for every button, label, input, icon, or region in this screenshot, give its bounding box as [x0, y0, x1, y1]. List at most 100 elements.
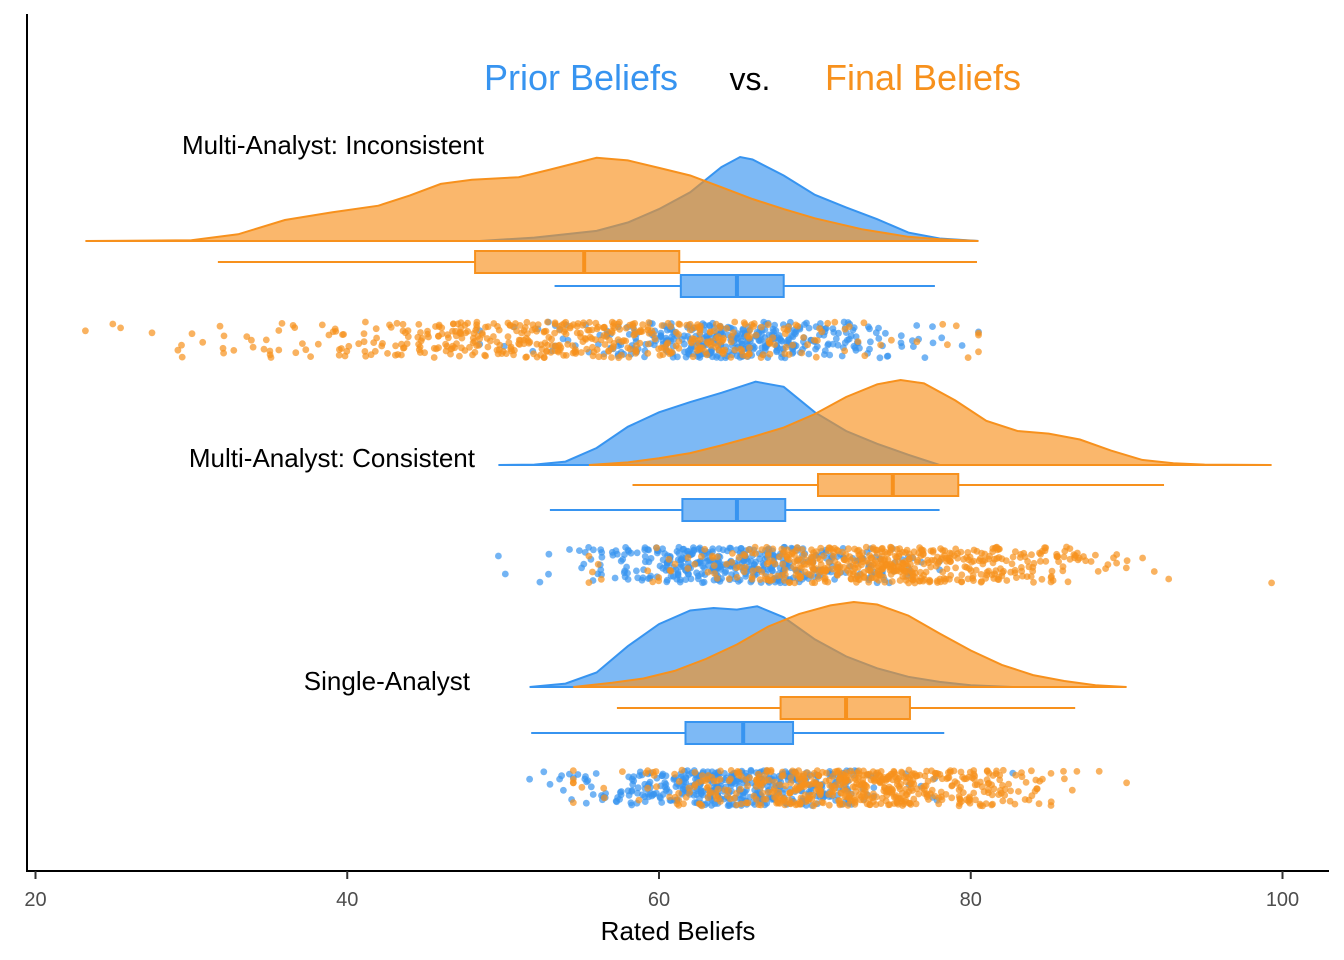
- density-layer: [85, 155, 1272, 688]
- data-point: [983, 767, 991, 775]
- data-point: [880, 787, 888, 795]
- data-point: [216, 322, 224, 330]
- data-point: [1007, 568, 1015, 576]
- data-point: [522, 353, 530, 361]
- data-point: [616, 318, 623, 326]
- data-point: [653, 783, 660, 791]
- data-point: [393, 319, 401, 327]
- data-point: [278, 320, 286, 327]
- data-point: [736, 563, 744, 571]
- data-point: [1092, 551, 1099, 559]
- data-point: [1025, 563, 1033, 571]
- data-point: [644, 350, 652, 357]
- data-point: [649, 768, 657, 776]
- box-iqr: [816, 473, 960, 497]
- data-point: [798, 349, 806, 357]
- data-point: [903, 778, 910, 786]
- data-point: [967, 567, 975, 574]
- data-point: [816, 325, 823, 332]
- data-point: [1066, 555, 1074, 563]
- data-point: [717, 767, 724, 775]
- data-point: [755, 801, 763, 809]
- data-point: [456, 352, 463, 360]
- box-iqr: [474, 250, 681, 274]
- data-point: [574, 771, 582, 778]
- data-point: [636, 772, 643, 779]
- data-point: [693, 791, 700, 798]
- x-tick-label-80: 80: [960, 889, 982, 911]
- data-point: [785, 323, 792, 331]
- data-point: [569, 767, 577, 774]
- data-point: [706, 788, 714, 796]
- data-point: [840, 783, 848, 791]
- data-point: [1139, 554, 1146, 562]
- data-point: [895, 563, 903, 571]
- data-point: [937, 788, 945, 796]
- data-point: [582, 799, 590, 807]
- data-point: [858, 558, 866, 566]
- data-point: [785, 796, 793, 804]
- data-point: [1030, 578, 1037, 586]
- boxplot-prior-consistent: [549, 498, 940, 522]
- data-point: [955, 802, 963, 810]
- data-point: [1037, 557, 1044, 565]
- data-point: [117, 324, 124, 332]
- data-point: [845, 545, 852, 553]
- data-point: [1005, 780, 1012, 788]
- data-point: [810, 778, 818, 786]
- data-point: [898, 797, 905, 805]
- box-iqr: [679, 274, 785, 298]
- data-point: [1094, 568, 1102, 575]
- data-point: [966, 793, 973, 801]
- data-point: [608, 318, 616, 326]
- data-point: [964, 354, 972, 361]
- data-point: [691, 781, 699, 789]
- data-point: [889, 770, 896, 778]
- data-point: [737, 785, 744, 793]
- data-point: [417, 337, 425, 345]
- data-point: [665, 347, 673, 355]
- data-point: [372, 325, 380, 333]
- data-point: [625, 353, 633, 361]
- data-point: [569, 779, 577, 787]
- data-point: [589, 343, 596, 351]
- data-point: [573, 329, 581, 337]
- data-point: [1047, 798, 1055, 806]
- data-point: [897, 332, 905, 340]
- data-point: [174, 346, 182, 354]
- data-point: [959, 773, 966, 781]
- data-point: [861, 793, 869, 801]
- data-point: [1113, 559, 1120, 567]
- data-point: [762, 795, 770, 803]
- data-point: [824, 578, 832, 586]
- data-point: [727, 338, 735, 346]
- data-point: [482, 323, 489, 331]
- data-point: [1008, 560, 1016, 568]
- data-point: [844, 336, 851, 344]
- data-point: [540, 354, 548, 361]
- data-point: [800, 334, 807, 341]
- data-point: [1031, 787, 1039, 795]
- data-point: [964, 549, 972, 556]
- data-point: [955, 786, 963, 794]
- data-point: [619, 768, 626, 775]
- data-point: [1165, 575, 1173, 583]
- data-point: [993, 555, 1001, 562]
- data-point: [917, 568, 924, 576]
- data-point: [725, 575, 733, 583]
- data-point: [631, 320, 639, 327]
- data-point: [881, 555, 889, 563]
- data-point: [793, 544, 801, 551]
- data-point: [774, 798, 782, 806]
- data-point: [1016, 554, 1024, 561]
- data-point: [479, 331, 486, 338]
- data-point: [985, 567, 992, 575]
- data-point: [801, 568, 809, 576]
- data-point: [750, 320, 758, 327]
- data-point: [1029, 567, 1037, 575]
- data-point: [845, 562, 853, 570]
- boxplot-final-single: [616, 696, 1076, 720]
- data-point: [851, 557, 859, 564]
- data-point: [644, 567, 652, 575]
- data-point: [681, 340, 688, 348]
